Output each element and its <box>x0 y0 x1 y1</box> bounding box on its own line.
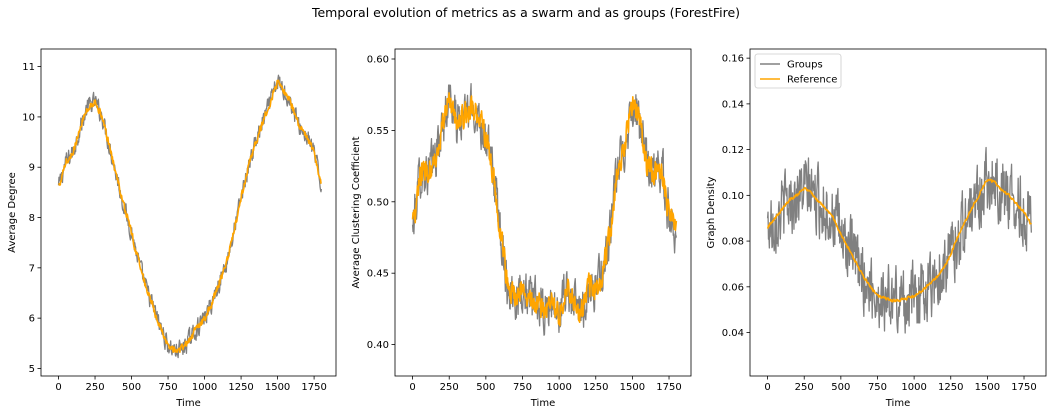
axes-frame <box>394 48 692 377</box>
x-tick-label: 250 <box>85 382 104 393</box>
y-tick-label: 0.55 <box>367 126 389 137</box>
y-tick-label: 5 <box>29 364 35 375</box>
legend-label-groups: Groups <box>787 60 823 71</box>
x-tick-label: 750 <box>868 382 887 393</box>
chart-1: 0 250 500 750 1000 1250 1500 1750 5 6 7 8 9 10 11 Time A… <box>7 48 337 409</box>
series-line-groups <box>411 83 677 336</box>
x-tick-label: 1000 <box>546 382 571 393</box>
x-tick-label: 1750 <box>301 382 326 393</box>
y-tick-label: 0.40 <box>367 340 389 351</box>
x-tick-label: 500 <box>831 382 850 393</box>
x-axis-label: Time <box>530 398 555 409</box>
figure-title: Temporal evolution of metrics as a swarm… <box>311 5 741 20</box>
x-tick-label: 250 <box>440 382 459 393</box>
y-tick-label: 0.45 <box>367 269 389 280</box>
axes-frame <box>749 48 1047 377</box>
x-tick-label: 250 <box>795 382 814 393</box>
y-tick-label: 0.12 <box>722 145 744 156</box>
x-tick-label: 1750 <box>1011 382 1036 393</box>
y-tick-label: 0.06 <box>722 282 744 293</box>
y-tick-label: 0.60 <box>367 54 389 65</box>
x-axis-label: Time <box>175 398 200 409</box>
y-tick-label: 6 <box>29 314 35 325</box>
y-tick-label: 11 <box>22 62 35 73</box>
series-line-groups <box>766 146 1032 334</box>
x-tick-label: 1250 <box>583 382 608 393</box>
x-tick-label: 1500 <box>975 382 1000 393</box>
x-axis-label: Time <box>885 398 910 409</box>
series-line-reference <box>766 178 1032 303</box>
y-axis-label: Average Clustering Coefficient <box>351 136 362 288</box>
y-tick-label: 0.14 <box>722 99 744 110</box>
y-tick-label: 7 <box>29 263 35 274</box>
y-axis-label: Graph Density <box>706 176 717 248</box>
series-line-reference <box>58 79 323 353</box>
x-tick-label: 1250 <box>228 382 253 393</box>
y-tick-label: 0.16 <box>722 54 744 65</box>
y-tick-label: 0.10 <box>722 191 744 202</box>
y-axis-label: Average Degree <box>7 172 18 253</box>
legend-label-reference: Reference <box>787 75 837 86</box>
axes-frame <box>40 48 337 377</box>
y-tick-label: 8 <box>29 213 35 224</box>
series-line-groups <box>57 74 323 359</box>
x-tick-label: 1750 <box>656 382 681 393</box>
x-tick-label: 750 <box>513 382 532 393</box>
y-tick-label: 9 <box>29 163 35 174</box>
y-tick-label: 0.04 <box>722 328 744 339</box>
x-tick-label: 500 <box>476 382 495 393</box>
legend: Groups Reference <box>754 53 842 89</box>
series-line-reference <box>411 92 678 327</box>
x-tick-label: 1500 <box>265 382 290 393</box>
y-tick-label: 0.08 <box>722 237 744 248</box>
x-tick-label: 1250 <box>938 382 963 393</box>
x-tick-label: 0 <box>409 382 415 393</box>
x-tick-label: 0 <box>55 382 61 393</box>
y-tick-label: 0.50 <box>367 197 389 208</box>
x-tick-label: 0 <box>764 382 770 393</box>
x-tick-label: 1000 <box>192 382 217 393</box>
x-tick-label: 500 <box>122 382 141 393</box>
chart-2: 0 250 500 750 1000 1250 1500 1750 0.40 0.45 0.50 0.… <box>351 48 692 409</box>
chart-3: 0 250 500 750 1000 1250 1500 1750 0.04 0.06 0.08 0.… <box>706 48 1047 409</box>
x-tick-label: 1000 <box>901 382 926 393</box>
x-tick-label: 1500 <box>620 382 645 393</box>
y-tick-label: 10 <box>22 112 35 123</box>
x-tick-label: 750 <box>159 382 178 393</box>
